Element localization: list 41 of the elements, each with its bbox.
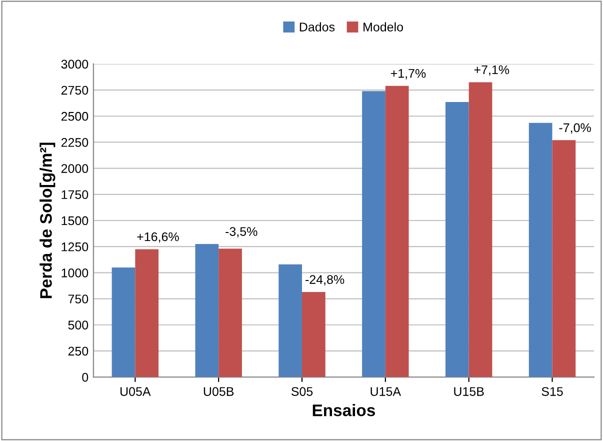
y-tick-label: 750 — [68, 294, 88, 304]
annotation: -7,0% — [559, 123, 591, 134]
bar — [468, 82, 492, 378]
annotation: +16,6% — [137, 232, 179, 243]
y-tick-label: 1750 — [62, 190, 88, 200]
bar — [445, 102, 469, 378]
bar — [135, 249, 159, 378]
bar — [218, 248, 242, 378]
x-tick-label: U15A — [370, 387, 402, 396]
bar — [362, 91, 386, 378]
y-tick-label: 3000 — [61, 60, 88, 69]
y-tick-label: 1500 — [62, 216, 88, 226]
x-tick-label: S15 — [542, 387, 563, 396]
legend-label: Dados — [300, 22, 335, 32]
y-tick-label: 2000 — [61, 164, 88, 173]
bar — [385, 86, 409, 378]
y-tick-label: 2250 — [61, 138, 88, 147]
y-tick-label: 250 — [68, 346, 88, 356]
y-axis-title: Perda de Solo[g/m²] — [40, 142, 56, 298]
x-axis-title: Ensaios — [312, 404, 375, 416]
x-tick-label: U15B — [454, 387, 484, 396]
legend-label: Modelo — [364, 22, 403, 32]
y-tick-label: 1000 — [62, 268, 88, 278]
annotation: -3,5% — [226, 227, 258, 238]
y-tick-label: 1250 — [62, 242, 88, 252]
y-tick-label: 500 — [68, 320, 88, 330]
annotation: +1,7% — [390, 69, 426, 80]
annotation: +7,1% — [474, 65, 510, 76]
x-tick-label: U05A — [120, 387, 151, 396]
bar — [195, 244, 219, 378]
y-tick-label: 2750 — [61, 86, 88, 95]
x-tick-label: S05 — [291, 387, 313, 396]
bar — [302, 292, 326, 378]
bar — [552, 140, 576, 378]
bar — [112, 267, 136, 378]
bar — [278, 264, 302, 378]
x-tick-label: U05B — [204, 387, 234, 396]
bar — [528, 122, 552, 378]
y-tick-label: 0 — [82, 372, 88, 382]
annotation: -24,8% — [306, 275, 344, 286]
y-tick-label: 2500 — [61, 112, 88, 121]
